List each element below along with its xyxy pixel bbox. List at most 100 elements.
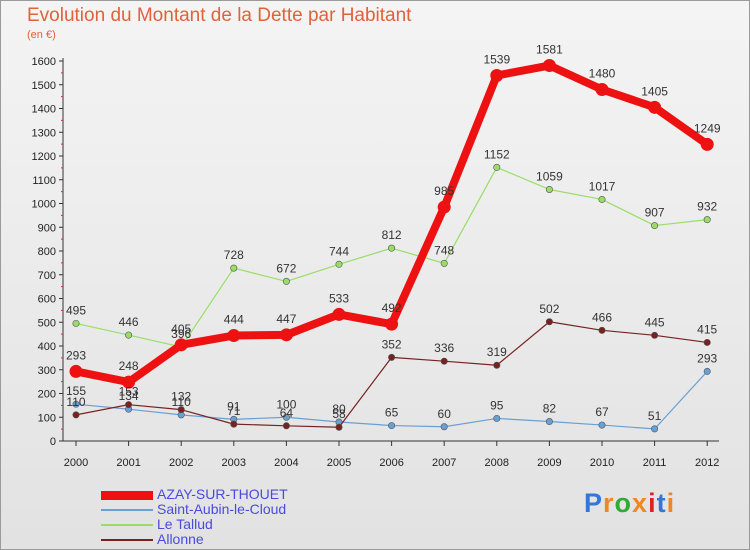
data-point <box>595 83 609 96</box>
data-label: 492 <box>382 301 402 315</box>
data-label: 1249 <box>694 121 721 135</box>
data-point <box>388 353 396 361</box>
data-point <box>335 260 343 268</box>
data-point <box>440 357 448 365</box>
legend-item: Le Tallud <box>101 516 361 532</box>
series-azay-sur-thouet <box>69 59 714 389</box>
x-tick-label: 2011 <box>643 457 667 469</box>
data-point <box>703 216 711 224</box>
x-tick-label: 2012 <box>695 457 719 469</box>
legend-swatch <box>101 539 153 541</box>
data-point <box>385 317 399 331</box>
legend-label: Saint-Aubin-le-Cloud <box>157 501 287 517</box>
data-label: 502 <box>539 302 559 316</box>
data-point <box>72 400 80 408</box>
logo-letter: x <box>632 488 649 518</box>
data-point <box>388 422 396 430</box>
data-point <box>125 331 133 339</box>
legend-label: Le Tallud <box>157 516 213 532</box>
legend: AZAY-SUR-THOUET Saint-Aubin-le-Cloud Le Ta… <box>101 486 361 547</box>
data-label: 82 <box>543 402 557 416</box>
y-tick-label: 300 <box>38 365 56 377</box>
data-label: 64 <box>280 406 294 420</box>
data-point <box>598 195 606 203</box>
y-tick-label: 500 <box>38 317 56 329</box>
data-point <box>651 425 659 433</box>
x-tick-label: 2005 <box>327 457 351 469</box>
data-point <box>388 244 396 252</box>
data-label: 65 <box>385 406 399 420</box>
y-tick-label: 1500 <box>32 80 56 92</box>
data-label: 1405 <box>641 84 668 98</box>
data-point <box>493 163 501 171</box>
data-label: 134 <box>119 389 139 403</box>
data-label: 748 <box>434 243 454 257</box>
data-point <box>279 328 293 342</box>
data-point <box>651 222 659 230</box>
data-label: 132 <box>171 390 191 404</box>
data-label: 1059 <box>536 169 563 183</box>
data-label: 51 <box>648 409 662 423</box>
data-label: 67 <box>595 405 609 419</box>
chart-title: Evolution du Montant de la Dette par Hab… <box>27 5 412 26</box>
x-tick-label: 2002 <box>169 457 193 469</box>
x-tick-label: 2003 <box>222 457 246 469</box>
y-tick-label: 1100 <box>32 175 56 187</box>
data-label: 110 <box>66 395 85 409</box>
legend-label: AZAY-SUR-THOUET <box>157 486 288 502</box>
data-label: 60 <box>438 407 452 421</box>
logo-letter: i <box>666 488 676 518</box>
data-label: 446 <box>119 315 139 329</box>
axes: 0 100 200 300 400 500 600 700 800 900 1000 1100 1200… <box>32 56 720 469</box>
data-label: 100 <box>276 397 296 411</box>
data-label: 95 <box>490 398 504 412</box>
legend-swatch <box>101 524 153 526</box>
data-label: 1539 <box>483 52 510 66</box>
x-tick-label: 2007 <box>432 457 456 469</box>
data-point <box>332 307 346 321</box>
data-point <box>282 422 290 430</box>
data-label: 248 <box>119 359 139 373</box>
data-point <box>545 418 553 426</box>
data-point <box>227 329 241 343</box>
data-point <box>282 277 290 285</box>
legend-label: Allonne <box>157 531 204 547</box>
legend-item: Saint-Aubin-le-Cloud <box>101 501 361 517</box>
y-tick-label: 0 <box>50 436 56 448</box>
y-tick-label: 1000 <box>32 199 56 211</box>
proxiti-logo: Proxiti <box>584 488 675 519</box>
data-point <box>598 326 606 334</box>
data-label: 1152 <box>484 147 510 161</box>
series-saint-aubin-le-cloud <box>72 367 711 433</box>
data-point <box>230 420 238 428</box>
data-label: 728 <box>224 248 244 262</box>
data-point <box>282 413 290 421</box>
data-label: 1581 <box>536 43 563 57</box>
data-point <box>174 338 188 352</box>
x-tick-label: 2010 <box>590 457 614 469</box>
data-label: 985 <box>434 184 454 198</box>
data-label: 445 <box>645 315 665 329</box>
data-point <box>122 375 136 389</box>
data-point <box>335 423 343 431</box>
data-point <box>545 185 553 193</box>
data-point <box>651 331 659 339</box>
x-tick-label: 2004 <box>274 457 298 469</box>
data-label: 812 <box>382 228 402 242</box>
data-point <box>125 401 133 409</box>
x-tick-label: 2000 <box>64 457 88 469</box>
y-tick-label: 1200 <box>32 151 56 163</box>
data-point <box>493 361 501 369</box>
legend-item: AZAY-SUR-THOUET <box>101 486 361 502</box>
data-label: 466 <box>592 310 612 324</box>
y-tick-label: 1600 <box>32 56 56 68</box>
data-label: 396 <box>171 327 191 341</box>
data-label: 153 <box>119 385 139 399</box>
series-allonne <box>72 318 711 431</box>
data-label: 91 <box>227 399 241 413</box>
x-tick-label: 2008 <box>485 457 509 469</box>
data-label: 405 <box>171 322 191 336</box>
data-point <box>440 259 448 267</box>
